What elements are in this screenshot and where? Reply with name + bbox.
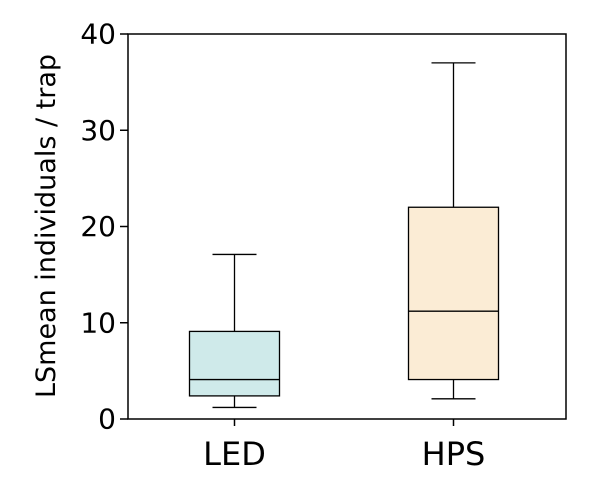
- y-tick-label: 0: [98, 403, 116, 436]
- y-tick-label: 40: [80, 18, 116, 51]
- y-axis: 0 10 20 30 40: [80, 18, 128, 436]
- y-tick-label: 10: [80, 306, 116, 339]
- iqr-box: [188, 330, 281, 397]
- y-axis-title: LSmean individuals / trap: [31, 54, 62, 398]
- box-group-led: [188, 253, 281, 409]
- y-tick-label: 20: [80, 210, 116, 243]
- y-tick-label: 30: [80, 114, 116, 147]
- iqr-box: [407, 206, 500, 381]
- boxes-layer: [188, 62, 500, 409]
- x-axis: LED HPS: [203, 419, 485, 473]
- box-group-hps: [407, 62, 500, 400]
- x-tick-label: HPS: [422, 435, 486, 473]
- x-tick-label: LED: [203, 435, 266, 473]
